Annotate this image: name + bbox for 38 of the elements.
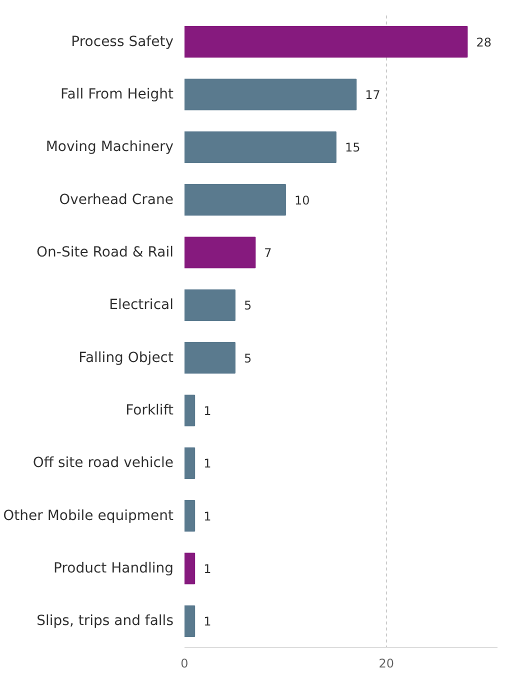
data-label: 1	[204, 614, 212, 629]
y-tick-label: On-Site Road & Rail	[36, 244, 174, 260]
bar	[184, 394, 196, 426]
bar	[184, 131, 336, 163]
x-tick-label: 0	[180, 656, 188, 670]
data-label: 17	[365, 88, 380, 102]
data-label: 5	[244, 298, 252, 313]
data-label: 5	[244, 351, 252, 366]
x-tick-label: 20	[378, 656, 394, 670]
y-tick-label: Slips, trips and falls	[36, 613, 174, 630]
y-tick-label: Other Mobile equipment	[3, 508, 174, 524]
bar	[184, 605, 196, 637]
bar	[184, 289, 236, 321]
y-tick-label: Electrical	[109, 297, 174, 314]
bar	[184, 447, 196, 479]
bar	[184, 342, 236, 374]
y-tick-label: Product Handling	[53, 560, 174, 576]
data-label: 10	[294, 193, 310, 208]
y-tick-label: Fall From Height	[60, 86, 174, 102]
y-tick-label: Moving Machinery	[46, 139, 174, 156]
bar	[184, 78, 357, 110]
data-label: 1	[204, 404, 212, 418]
data-label: 1	[204, 509, 212, 524]
data-label: 15	[344, 140, 360, 155]
bar	[184, 236, 256, 268]
data-label: 1	[204, 456, 212, 471]
bar	[184, 184, 286, 216]
y-tick-label: Off site road vehicle	[32, 455, 174, 472]
y-tick-label: Overhead Crane	[59, 192, 174, 208]
bar	[184, 500, 196, 532]
data-label: 28	[476, 35, 492, 50]
y-tick-label: Forklift	[126, 402, 174, 418]
y-tick-label: Falling Object	[78, 350, 174, 366]
y-tick-label: Process Safety	[71, 34, 174, 50]
data-label: 1	[204, 562, 212, 576]
bar	[184, 552, 196, 584]
data-label: 7	[264, 246, 272, 260]
bar	[184, 26, 468, 58]
